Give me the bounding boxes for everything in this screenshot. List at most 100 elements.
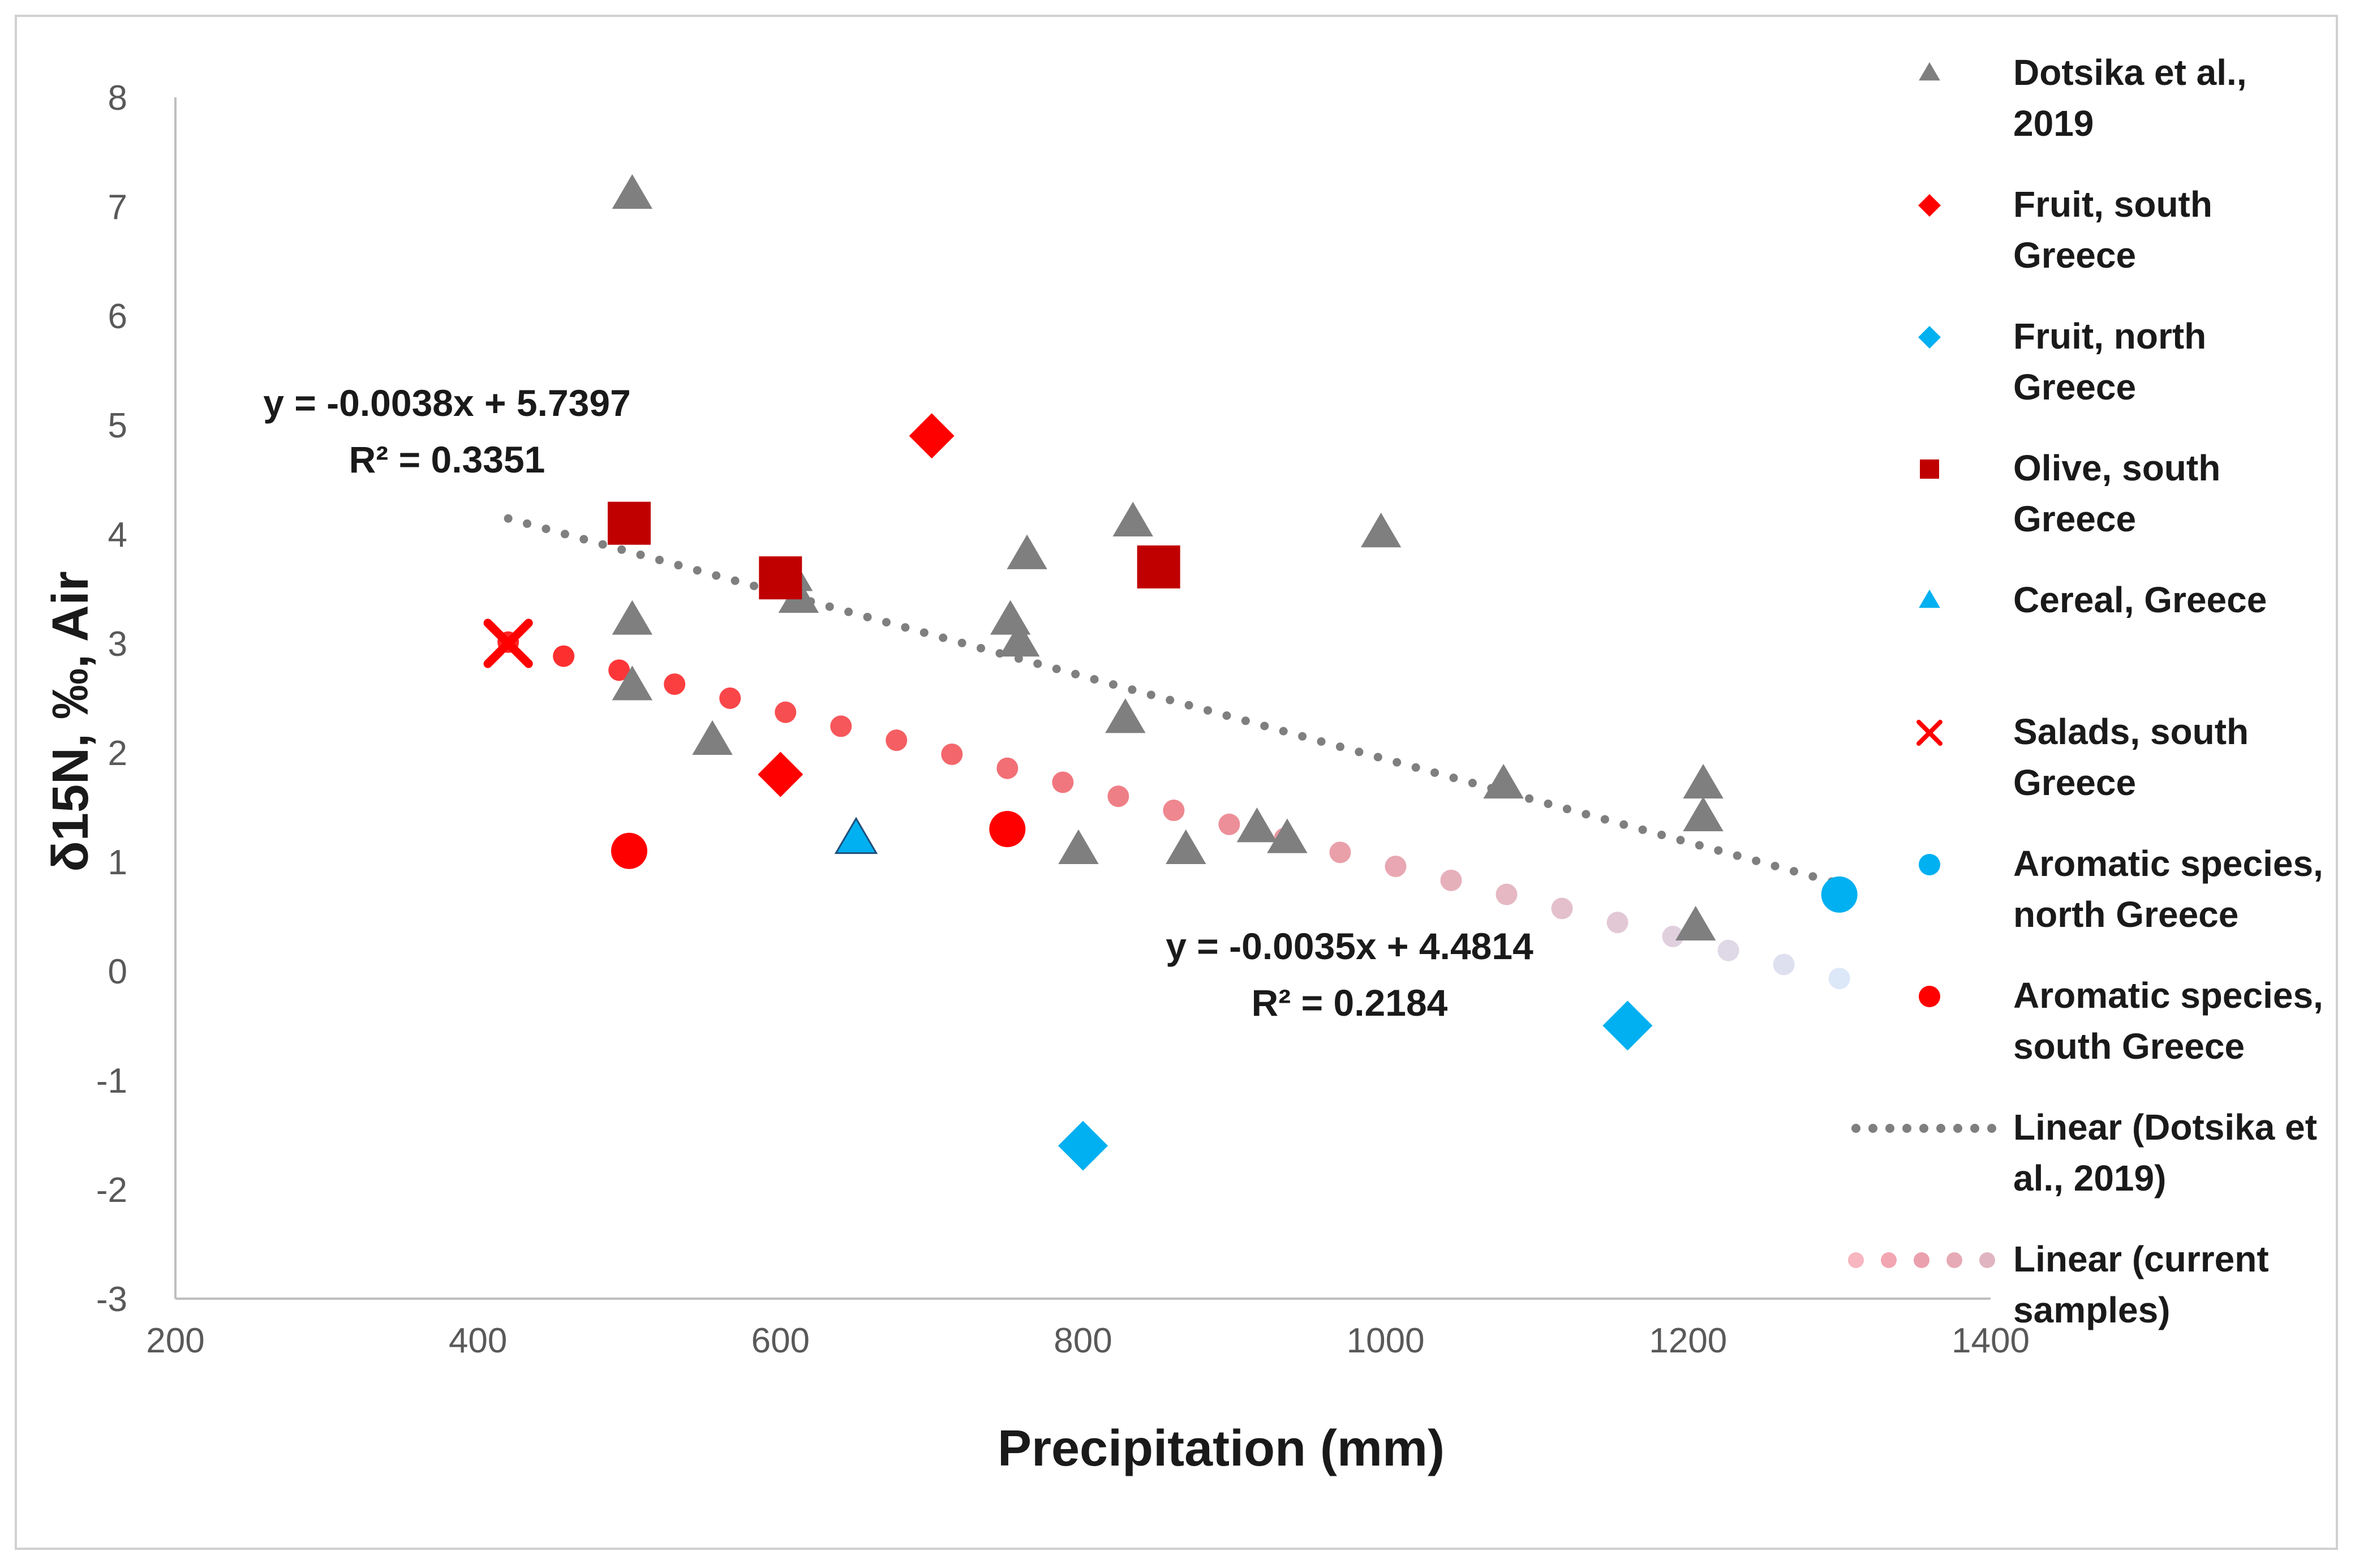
- trendline-dot: [1033, 659, 1042, 668]
- series-1: [758, 413, 955, 797]
- legend-item: Dotsika et al., 2019: [1919, 52, 2247, 144]
- legend-label: Linear (Dotsika et: [2013, 1107, 2317, 1148]
- axes: 200 400 600 800 1000 1200 1400 -3 -2 -1 0 1 2 3 4 5 6 7 8: [96, 79, 2030, 1360]
- series-3: [608, 501, 1180, 600]
- legend-label: Aromatic species,: [2013, 975, 2323, 1016]
- trend-equation-dotsika: y = -0.0038x + 5.7397: [263, 382, 631, 424]
- trendline-dot: [1260, 721, 1269, 731]
- legend-label: north Greece: [2013, 894, 2238, 935]
- legend-dot: [1914, 1252, 1929, 1268]
- data-point: [1267, 818, 1308, 853]
- chart-frame: [15, 15, 2338, 1550]
- red-diamond-icon: [1918, 194, 1941, 217]
- trendline-dot: [1385, 856, 1407, 878]
- trendline-dot: [919, 628, 929, 637]
- legend-label: Linear (current: [2013, 1239, 2269, 1279]
- legend-label: Cereal, Greece: [2013, 579, 2267, 620]
- trendline-dot: [863, 612, 872, 621]
- trendline-dot: [882, 618, 891, 627]
- trendline-dot: [1279, 727, 1288, 736]
- legend-label: Aromatic species,: [2013, 843, 2323, 884]
- trendline-dot: [1090, 675, 1099, 684]
- trendline-dot: [1789, 867, 1798, 876]
- legend-item: Fruit, south Greece: [1918, 184, 2212, 276]
- trendline-dot: [1166, 695, 1175, 704]
- trendline-dot: [504, 514, 513, 523]
- y-tick-label: 5: [108, 406, 127, 445]
- trendline-dot: [1107, 785, 1129, 807]
- legend-dot: [1868, 1124, 1877, 1133]
- trendline-dot: [674, 561, 683, 570]
- series-2: [1058, 1000, 1653, 1171]
- series-4: [834, 817, 878, 854]
- trendline-dot: [1430, 768, 1439, 777]
- trendline-dot: [1544, 799, 1553, 808]
- x-stroke: [1916, 720, 1943, 746]
- data-point: [1683, 796, 1724, 832]
- trendline-dot: [1676, 836, 1685, 845]
- legend-item: Cereal, Greece: [1919, 579, 2267, 620]
- trendline-dot: [553, 645, 575, 667]
- data-point: [1105, 698, 1146, 733]
- legend-label: Dotsika et al.,: [2013, 52, 2247, 93]
- data-point: [1821, 876, 1858, 913]
- blue-circle-icon: [1919, 854, 1940, 875]
- data-point: [758, 751, 803, 797]
- trendline-dot: [1298, 732, 1307, 741]
- trendline-dot: [1329, 841, 1351, 864]
- trendline-dot: [1828, 968, 1850, 990]
- data-point: [1360, 513, 1402, 548]
- trendline-dot: [1393, 758, 1402, 767]
- trendline-dot: [712, 571, 721, 580]
- series-5: [483, 618, 533, 668]
- trendline-dot: [1163, 800, 1185, 822]
- series-0: [612, 174, 1724, 941]
- data-point: [989, 811, 1026, 848]
- trendline-dot: [636, 550, 645, 559]
- trendline-dot: [1108, 680, 1118, 689]
- legend-label: Greece: [2013, 367, 2136, 407]
- data-points: [483, 174, 1858, 1171]
- data-point: [1675, 905, 1716, 941]
- trendline-dot: [1335, 742, 1344, 751]
- data-point: [483, 618, 533, 668]
- darkred-square-icon: [1920, 459, 1939, 479]
- x-tick-label: 800: [1054, 1321, 1112, 1360]
- trendline-dot: [1184, 701, 1193, 710]
- trend-equation-current: y = -0.0035x + 4.4814: [1166, 925, 1533, 967]
- trendline-dotsika: [504, 514, 1836, 886]
- trendline-dot: [523, 519, 532, 528]
- trendline-dot: [886, 729, 908, 751]
- trend-r2-current: R² = 0.2184: [1252, 982, 1448, 1024]
- data-point: [692, 720, 733, 755]
- trendline-dot: [939, 633, 948, 642]
- trendline-dot: [957, 638, 966, 647]
- y-axis-title: δ15N, ‰, Air: [42, 571, 99, 871]
- trendline-dot: [579, 535, 588, 544]
- data-point: [909, 413, 955, 459]
- legend-dot: [1902, 1124, 1911, 1133]
- trendline-dot: [560, 530, 569, 539]
- trendline-dot: [977, 643, 986, 652]
- trendline-dot: [1606, 912, 1628, 934]
- data-point: [608, 501, 651, 545]
- legend-dot: [1848, 1252, 1864, 1268]
- y-tick-label: -2: [96, 1171, 127, 1210]
- trendline-dot: [1551, 897, 1573, 920]
- legend-label: Salads, south: [2013, 711, 2249, 752]
- legend-item: Linear (Dotsika et al., 2019): [1851, 1107, 2317, 1198]
- x-tick-label: 400: [449, 1321, 507, 1360]
- trendline-dot: [1373, 753, 1382, 762]
- y-tick-label: 8: [108, 79, 127, 118]
- data-point: [1058, 1120, 1108, 1171]
- trendline-dot: [1355, 748, 1364, 757]
- data-point: [834, 817, 878, 854]
- data-point: [612, 600, 653, 635]
- data-point: [1683, 763, 1724, 799]
- data-point: [612, 665, 653, 701]
- trendline-dot: [1662, 925, 1684, 947]
- legend-dot: [1953, 1124, 1962, 1133]
- trendline-dot: [719, 687, 741, 709]
- trendline-dot: [1562, 805, 1571, 814]
- trendline-dot: [1600, 815, 1609, 824]
